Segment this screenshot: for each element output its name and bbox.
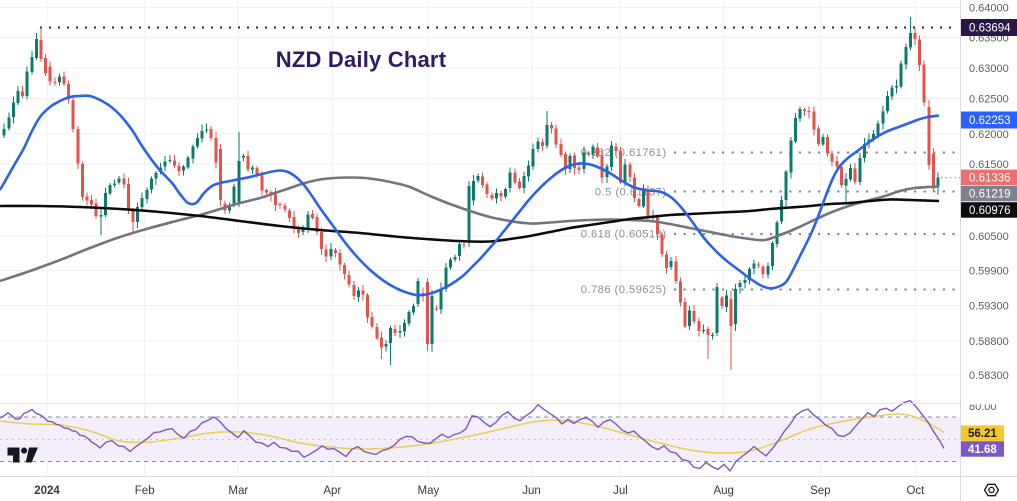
- svg-text:Aug: Aug: [713, 485, 733, 497]
- svg-text:0.58300: 0.58300: [969, 370, 1009, 382]
- svg-text:0.63000: 0.63000: [969, 63, 1009, 75]
- svg-text:Jun: Jun: [522, 485, 541, 497]
- svg-text:0.62253: 0.62253: [969, 115, 1011, 127]
- svg-text:0.62000: 0.62000: [969, 129, 1009, 141]
- svg-text:56.21: 56.21: [968, 428, 997, 440]
- svg-text:0.5 (0.61137): 0.5 (0.61137): [595, 187, 667, 199]
- svg-text:0.64000: 0.64000: [969, 3, 1009, 15]
- svg-text:0.61219: 0.61219: [969, 189, 1011, 201]
- svg-text:NZD Daily Chart: NZD Daily Chart: [276, 47, 447, 72]
- svg-text:0.60500: 0.60500: [969, 231, 1009, 243]
- svg-text:0.61500: 0.61500: [969, 159, 1009, 171]
- svg-text:0.63694: 0.63694: [969, 23, 1011, 35]
- svg-text:Jul: Jul: [613, 485, 628, 497]
- svg-text:Mar: Mar: [228, 485, 248, 497]
- svg-text:May: May: [418, 485, 440, 497]
- svg-text:0.786 (0.59625): 0.786 (0.59625): [581, 284, 667, 296]
- svg-text:41.68: 41.68: [968, 444, 997, 456]
- svg-text:0.59300: 0.59300: [969, 301, 1009, 313]
- svg-text:Oct: Oct: [906, 485, 925, 497]
- svg-text:2024: 2024: [34, 485, 60, 497]
- svg-text:0.58800: 0.58800: [969, 336, 1009, 348]
- svg-text:0.61336: 0.61336: [969, 172, 1011, 184]
- svg-text:0.59900: 0.59900: [969, 266, 1009, 278]
- svg-text:Apr: Apr: [323, 485, 341, 497]
- svg-text:0.618 (0.60513): 0.618 (0.60513): [581, 229, 667, 241]
- svg-text:Sep: Sep: [810, 485, 830, 497]
- svg-text:Feb: Feb: [135, 485, 155, 497]
- svg-text:0.62500: 0.62500: [969, 94, 1009, 106]
- svg-text:0.60976: 0.60976: [969, 205, 1011, 217]
